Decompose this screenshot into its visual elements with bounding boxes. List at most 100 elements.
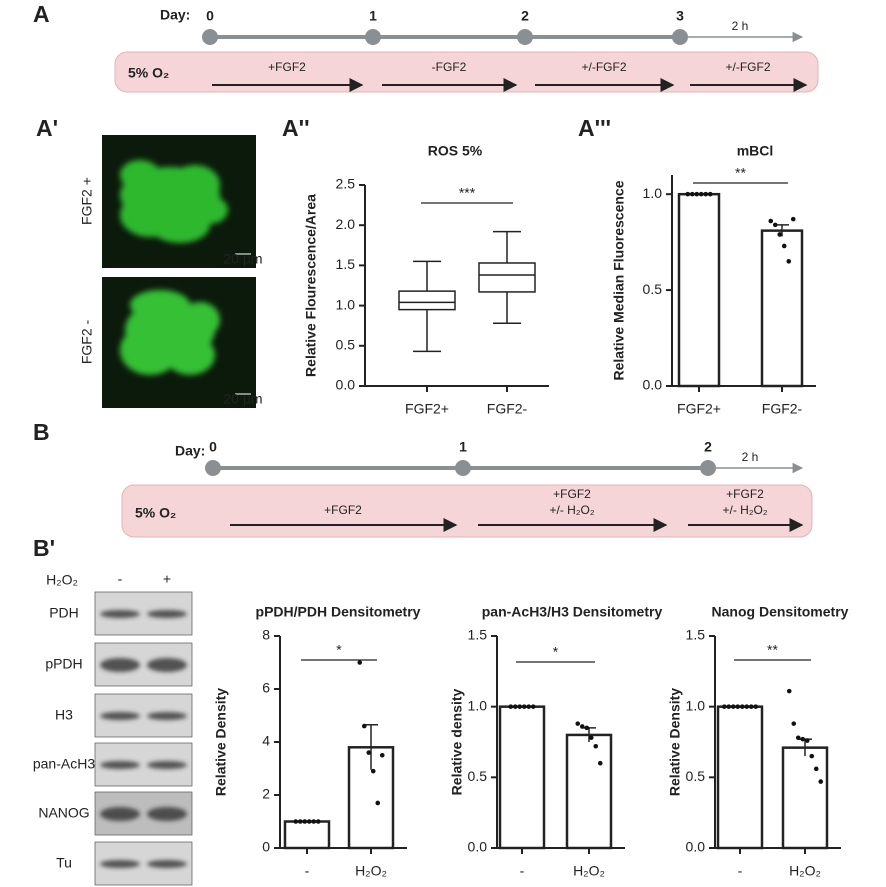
blot-band: [100, 610, 140, 618]
blot-label: NANOG: [38, 805, 89, 821]
data-point: [707, 191, 713, 197]
day-marker: [672, 29, 688, 45]
x-tick-label: H₂O₂: [573, 863, 605, 879]
data-point: [772, 222, 778, 228]
bar: [565, 733, 613, 850]
blot-band: [100, 860, 140, 868]
x-tick-label: FGF2+: [405, 401, 449, 417]
duration: 2 h: [742, 450, 759, 464]
data-point: [694, 191, 700, 197]
data-point: [311, 819, 317, 824]
y-tick-label: 0.5: [686, 768, 706, 784]
blot-band: [147, 712, 187, 720]
data-point: [588, 735, 594, 741]
blot-band: [147, 610, 187, 618]
y-tick-label: 0.5: [643, 281, 663, 297]
y-tick-label: 0.5: [468, 768, 488, 784]
day-marker: [700, 460, 716, 476]
data-point: [575, 721, 581, 726]
panel-label: A''': [578, 115, 611, 141]
y-tick-label: 8: [262, 627, 270, 643]
data-point: [698, 191, 704, 197]
x-tick-label: FGF2-: [762, 401, 803, 417]
day-label: Day:: [175, 443, 205, 459]
bar: [760, 229, 804, 388]
data-point: [744, 704, 750, 709]
day-marker: [202, 29, 218, 45]
data-point: [721, 704, 727, 709]
data-point: [791, 721, 797, 726]
y-tick-label: 0.0: [643, 377, 663, 393]
data-point: [685, 191, 691, 197]
step-label: +FGF2: [553, 487, 591, 501]
significance-label: ***: [459, 185, 476, 201]
duration: 2 h: [732, 19, 749, 33]
data-point: [584, 725, 590, 731]
data-point: [809, 753, 815, 759]
data-point: [593, 743, 599, 749]
y-axis-label: Relative Median Fluorescence: [611, 180, 627, 380]
day-number: 0: [209, 439, 217, 455]
data-point: [739, 704, 745, 709]
y-tick-label: 0: [262, 839, 270, 855]
panel-label: B': [33, 535, 55, 561]
data-point: [748, 704, 754, 709]
condition-box: [114, 51, 819, 93]
condition-box: [121, 484, 813, 538]
step-label: +/- H₂O₂: [723, 503, 768, 517]
data-point: [703, 191, 709, 197]
panel-label: B: [33, 419, 50, 445]
panel-label: A': [36, 115, 58, 141]
blot-band: [147, 860, 187, 868]
condition: 5% O₂: [135, 505, 176, 521]
data-point: [530, 704, 536, 709]
day-number: 1: [369, 8, 377, 24]
blot-band: [147, 807, 187, 821]
y-tick-label: 1.5: [468, 627, 488, 643]
step-label: -FGF2: [432, 60, 467, 74]
y-tick-label: 2.0: [336, 216, 356, 232]
data-point: [790, 216, 796, 222]
micrograph-label: FGF2 +: [79, 177, 95, 225]
lane-label: -: [118, 571, 123, 587]
data-point: [786, 688, 792, 694]
step-label: +/-FGF2: [725, 60, 770, 74]
box: [478, 262, 536, 293]
x-tick-label: H₂O₂: [789, 863, 821, 879]
box: [398, 290, 456, 311]
data-point: [804, 738, 810, 743]
data-point: [361, 723, 367, 729]
data-point: [818, 779, 824, 784]
bar: [498, 705, 546, 850]
x-tick-label: H₂O₂: [355, 863, 387, 879]
bar: [716, 705, 764, 850]
data-point: [508, 704, 514, 709]
y-tick-label: 1.0: [686, 697, 706, 713]
chart-title: pPDH/PDH Densitometry: [256, 604, 421, 620]
step-label: +FGF2: [324, 503, 362, 517]
step-label: +/-FGF2: [581, 60, 626, 74]
data-point: [800, 736, 806, 742]
significance-label: *: [336, 642, 342, 658]
data-point: [813, 766, 819, 772]
micrograph: [102, 277, 256, 408]
data-point: [517, 704, 523, 709]
x-tick-label: -: [305, 863, 310, 879]
y-tick-label: 2.5: [336, 176, 356, 192]
day-number: 2: [704, 439, 712, 455]
blot-label: Tu: [56, 855, 72, 871]
blot-band: [100, 658, 140, 672]
blot-label: H3: [55, 707, 73, 723]
blot-label: PDH: [49, 605, 79, 621]
y-tick-label: 1.5: [336, 256, 356, 272]
blot-band: [147, 658, 187, 672]
step-label: +FGF2: [726, 487, 764, 501]
significance-label: **: [735, 165, 746, 181]
micrograph-label: FGF2 -: [79, 320, 95, 365]
data-point: [293, 819, 299, 824]
blot-label: pPDH: [45, 656, 82, 672]
blot-band: [100, 807, 140, 821]
chart-title: mBCl: [737, 143, 774, 159]
y-axis-label: Relative Flourescence/Area: [303, 194, 319, 377]
panel-label: A: [33, 1, 50, 27]
